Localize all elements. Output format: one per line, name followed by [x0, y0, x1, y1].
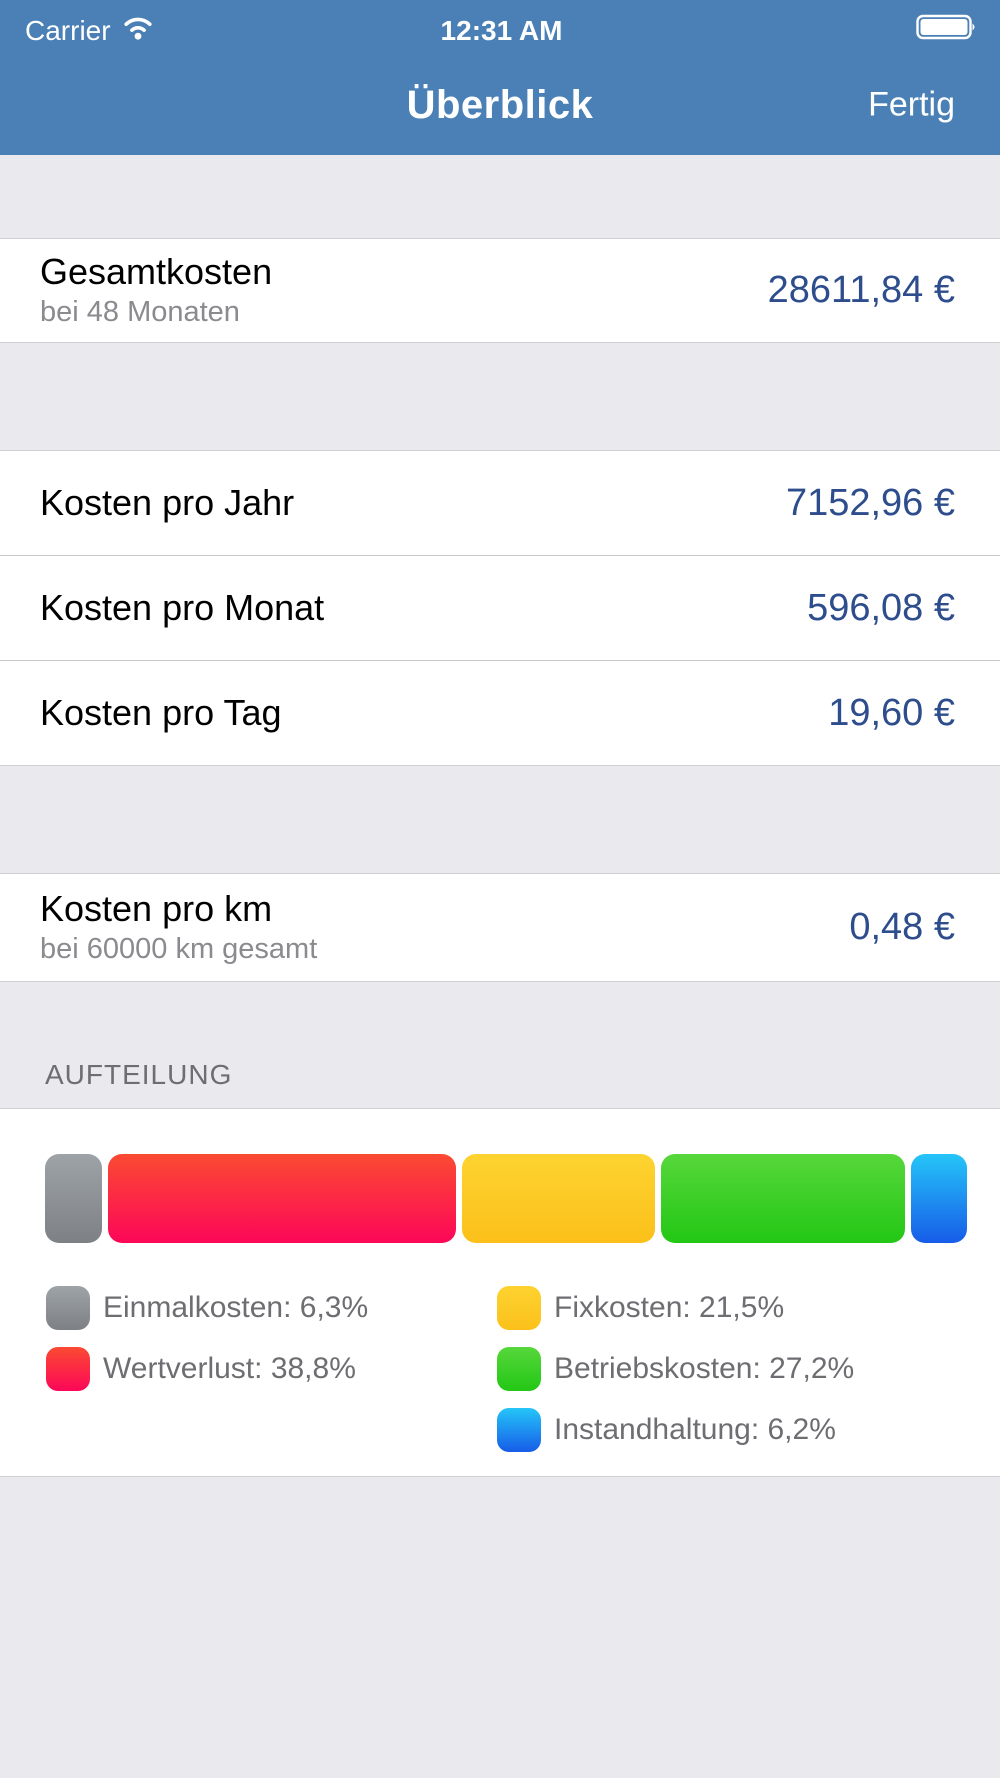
- row-title: Kosten pro Monat: [40, 587, 325, 629]
- row-value: 7152,96 €: [785, 481, 955, 524]
- clock: 12:31 AM: [440, 14, 563, 46]
- bar-segment-betriebskosten: [661, 1154, 906, 1243]
- wifi-icon: [121, 13, 155, 48]
- group-spacer: [0, 343, 1000, 450]
- row-value: 28611,84 €: [767, 269, 955, 311]
- row-subtitle: bei 48 Monaten: [40, 296, 240, 329]
- navigation-bar: Überblick Fertig: [0, 55, 1000, 155]
- distribution-bar: [45, 1154, 967, 1243]
- legend-column-right: Fixkosten: 21,5% Betriebskosten: 27,2% Ins…: [497, 1286, 967, 1452]
- row-title: Kosten pro Jahr: [40, 482, 295, 524]
- header: Carrier 12:31 AM Überblick Fertig: [0, 0, 1000, 155]
- row-title: Gesamtkosten: [40, 250, 273, 292]
- distribution-chart-section: Einmalkosten: 6,3% Wertverlust: 38,8% Fix…: [0, 1108, 1000, 1477]
- per-km-section: Kosten pro km bei 60000 km gesamt 0,48 €: [0, 873, 1000, 982]
- total-cost-section: Gesamtkosten bei 48 Monaten 28611,84 €: [0, 238, 1000, 343]
- legend-label-instandhaltung: Instandhaltung: 6,2%: [554, 1413, 836, 1446]
- page-title: Überblick: [406, 82, 594, 127]
- legend-label-betriebskosten: Betriebskosten: 27,2%: [554, 1352, 855, 1385]
- done-button[interactable]: Fertig: [868, 85, 955, 124]
- table-row-pro-monat: Kosten pro Monat 596,08 €: [0, 555, 1000, 660]
- legend-item-fixkosten: Fixkosten: 21,5%: [497, 1286, 967, 1330]
- section-header-area: AUFTEILUNG: [0, 982, 1000, 1108]
- group-spacer: [0, 766, 1000, 873]
- table-row-pro-km: Kosten pro km bei 60000 km gesamt 0,48 €: [0, 874, 1000, 981]
- group-spacer: [0, 155, 1000, 238]
- legend-swatch-einmalkosten: [46, 1286, 90, 1330]
- legend-label-fixkosten: Fixkosten: 21,5%: [554, 1291, 785, 1324]
- legend-item-wertverlust: Wertverlust: 38,8%: [46, 1347, 497, 1391]
- chart-legend: Einmalkosten: 6,3% Wertverlust: 38,8% Fix…: [45, 1286, 967, 1452]
- row-value: 19,60 €: [828, 691, 955, 734]
- bar-segment-instandhaltung: [911, 1154, 967, 1243]
- bar-segment-einmalkosten: [45, 1154, 102, 1243]
- section-header-aufteilung: AUFTEILUNG: [45, 1059, 233, 1090]
- table-row-pro-jahr: Kosten pro Jahr 7152,96 €: [0, 451, 1000, 555]
- legend-swatch-betriebskosten: [497, 1347, 541, 1391]
- legend-swatch-wertverlust: [46, 1347, 90, 1391]
- row-value: 0,48 €: [849, 906, 955, 948]
- period-costs-section: Kosten pro Jahr 7152,96 € Kosten pro Mon…: [0, 450, 1000, 766]
- carrier-label: Carrier: [25, 14, 111, 46]
- legend-item-betriebskosten: Betriebskosten: 27,2%: [497, 1347, 967, 1391]
- row-title: Kosten pro Tag: [40, 692, 282, 734]
- status-bar: Carrier 12:31 AM: [0, 0, 1000, 55]
- bottom-background: [0, 1477, 1000, 1778]
- legend-item-instandhaltung: Instandhaltung: 6,2%: [497, 1408, 967, 1452]
- battery-icon: [916, 13, 978, 48]
- bar-segment-wertverlust: [107, 1154, 456, 1243]
- table-row-pro-tag: Kosten pro Tag 19,60 €: [0, 660, 1000, 765]
- row-title: Kosten pro km: [40, 887, 273, 929]
- legend-swatch-fixkosten: [497, 1286, 541, 1330]
- row-value: 596,08 €: [807, 586, 955, 629]
- table-row-gesamtkosten: Gesamtkosten bei 48 Monaten 28611,84 €: [0, 239, 1000, 342]
- legend-item-einmalkosten: Einmalkosten: 6,3%: [46, 1286, 497, 1330]
- legend-column-left: Einmalkosten: 6,3% Wertverlust: 38,8%: [46, 1286, 497, 1452]
- row-subtitle: bei 60000 km gesamt: [40, 933, 318, 966]
- legend-label-einmalkosten: Einmalkosten: 6,3%: [103, 1291, 369, 1324]
- legend-swatch-instandhaltung: [497, 1408, 541, 1452]
- bar-segment-fixkosten: [462, 1154, 656, 1243]
- legend-label-wertverlust: Wertverlust: 38,8%: [103, 1352, 356, 1385]
